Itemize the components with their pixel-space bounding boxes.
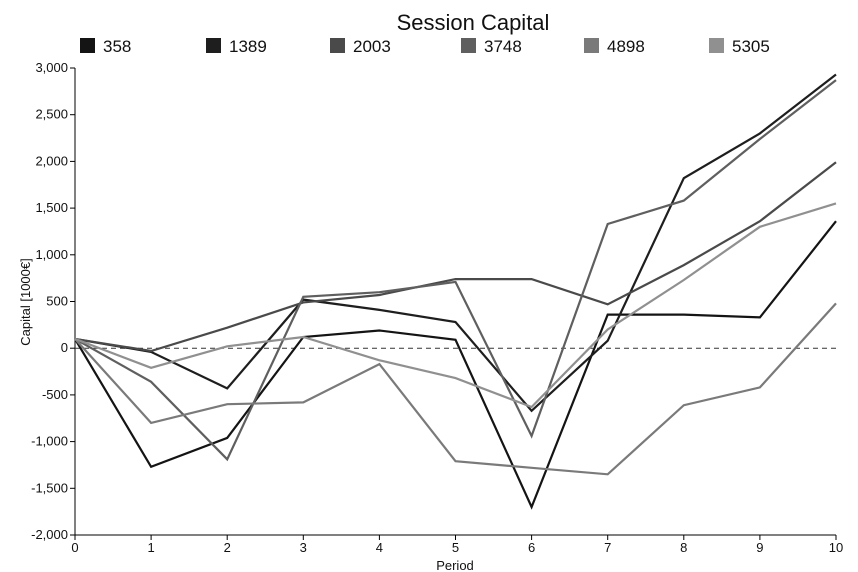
x-ticks: 0 1 2 3 4 5 6 7 8 9 10 (71, 535, 843, 555)
x-tick-label: 9 (756, 540, 763, 555)
series-line-358 (74, 220, 837, 510)
series-line-1389 (74, 73, 837, 413)
x-tick-label: 10 (829, 540, 843, 555)
y-tick-label: -1,000 (31, 434, 68, 449)
series-line-3748 (74, 79, 837, 462)
y-ticks: 3,000 2,500 2,000 1,500 1,000 500 0 -500 -1,000 -… (31, 60, 75, 542)
y-tick-label: -500 (42, 387, 68, 402)
y-tick-label: 500 (46, 294, 68, 309)
x-tick-label: 8 (680, 540, 687, 555)
legend-label: 1389 (229, 37, 267, 56)
legend-swatch (206, 38, 221, 53)
x-tick-label: 4 (376, 540, 383, 555)
series-line-5305 (74, 202, 837, 409)
legend-swatch (709, 38, 724, 53)
x-tick-label: 2 (224, 540, 231, 555)
y-tick-label: 2,500 (35, 107, 68, 122)
legend: 358 1389 2003 3748 4898 5305 (80, 37, 770, 56)
y-tick-label: 0 (61, 340, 68, 355)
legend-label: 358 (103, 37, 131, 56)
legend-swatch (80, 38, 95, 53)
x-axis-label: Period (436, 558, 474, 572)
legend-label: 5305 (732, 37, 770, 56)
chart-title: Session Capital (397, 10, 550, 35)
series-lines (74, 73, 837, 510)
legend-label: 4898 (607, 37, 645, 56)
axes (74, 68, 836, 536)
legend-swatch (330, 38, 345, 53)
legend-label: 2003 (353, 37, 391, 56)
x-tick-label: 7 (604, 540, 611, 555)
x-tick-label: 1 (147, 540, 154, 555)
series-line-2003 (74, 161, 837, 353)
x-tick-label: 3 (300, 540, 307, 555)
legend-swatch (461, 38, 476, 53)
y-tick-label: -2,000 (31, 527, 68, 542)
y-tick-label: -1,500 (31, 480, 68, 495)
x-tick-label: 6 (528, 540, 535, 555)
y-axis-label: Capital [1000€] (18, 258, 33, 345)
x-tick-label: 0 (71, 540, 78, 555)
y-tick-label: 2,000 (35, 153, 68, 168)
y-tick-label: 1,000 (35, 247, 68, 262)
y-tick-label: 1,500 (35, 200, 68, 215)
y-tick-label: 3,000 (35, 60, 68, 75)
x-tick-label: 5 (452, 540, 459, 555)
legend-swatch (584, 38, 599, 53)
legend-label: 3748 (484, 37, 522, 56)
series-line-4898 (74, 302, 837, 476)
